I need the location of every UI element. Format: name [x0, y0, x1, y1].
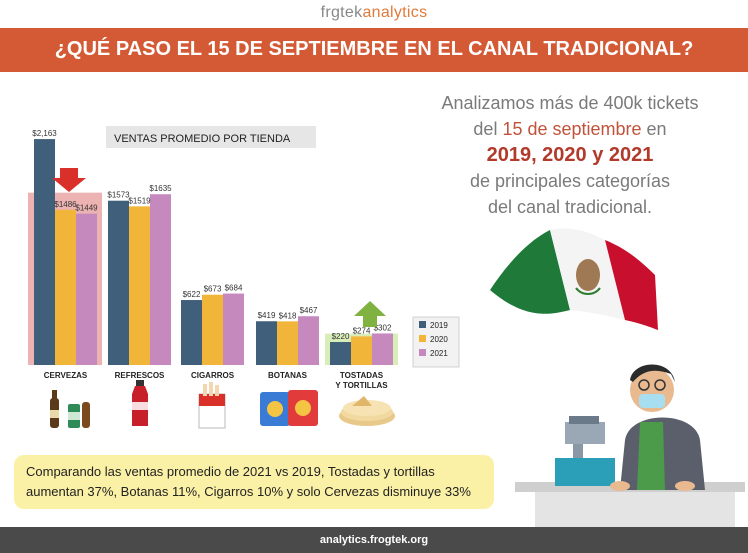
- bar-2021-1: [150, 194, 171, 365]
- title-banner: ¿QUÉ PASO EL 15 DE SEPTIEMBRE EN EL CANA…: [0, 28, 748, 72]
- data-label-2019-4: $220: [332, 332, 350, 341]
- data-label-2021-0: $1449: [75, 204, 98, 213]
- brand-part2: analytics: [362, 4, 428, 21]
- arrow-down-icon: [52, 168, 86, 192]
- data-label-2020-2: $673: [204, 285, 222, 294]
- store-clerk-illustration: [515, 364, 745, 528]
- data-label-2021-1: $1635: [149, 184, 172, 193]
- chips-bags-icon: [260, 390, 318, 426]
- intro-line5: del canal tradicional.: [487, 197, 653, 217]
- bar-2020-3: [277, 321, 298, 365]
- data-label-2020-1: $1519: [128, 196, 151, 205]
- bar-2021-2: [223, 293, 244, 365]
- bar-2020-0: [55, 209, 76, 365]
- category-label-4-a: TOSTADAS: [340, 371, 384, 380]
- category-label-4-b: Y TORTILLAS: [335, 381, 388, 390]
- cigarettes-icon: [198, 382, 226, 429]
- data-label-2019-2: $622: [183, 290, 201, 299]
- data-label-2021-4: $302: [374, 323, 392, 332]
- footer-bar: analytics.frogtek.org: [0, 527, 748, 553]
- intro-line2a: del: [473, 119, 503, 139]
- bar-2019-3: [256, 321, 277, 365]
- data-label-2019-3: $419: [258, 311, 276, 320]
- intro-years: 2019, 2020 y 2021: [486, 144, 654, 166]
- legend-label-2021: 2021: [430, 349, 448, 358]
- brand-logo: frgtekanalytics: [0, 4, 748, 22]
- data-label-2020-4: $274: [353, 326, 371, 335]
- tortillas-icon: [339, 396, 395, 426]
- legend-label-2020: 2020: [430, 335, 448, 344]
- legend-label-2019: 2019: [430, 321, 448, 330]
- data-label-2019-0: $2,163: [32, 129, 57, 138]
- data-label-2021-2: $684: [225, 284, 243, 293]
- top-bar: [0, 0, 748, 26]
- bar-chart: VENTAS PROMEDIO POR TIENDA $2,163 $1486$14…: [28, 126, 460, 390]
- legend-swatch-2019: [419, 321, 426, 328]
- soda-bottle-icon: [132, 380, 148, 426]
- bar-2020-2: [202, 294, 223, 365]
- bar-2020-4: [351, 336, 372, 365]
- intro-line4: de principales categorías: [469, 171, 671, 191]
- category-label-0: CERVEZAS: [44, 371, 88, 380]
- brand-part1: frgtek: [320, 4, 363, 21]
- mexico-flag-icon: [490, 228, 658, 330]
- bar-2021-4: [372, 333, 393, 365]
- chart-title: VENTAS PROMEDIO POR TIENDA: [114, 133, 291, 145]
- summary-text: Comparando las ventas promedio de 2021 v…: [26, 464, 471, 499]
- legend-swatch-2020: [419, 335, 426, 342]
- chart-title-box: [106, 126, 316, 148]
- data-label-2020-3: $418: [279, 311, 297, 320]
- beer-bottles-icon: [50, 390, 90, 428]
- bar-2020-1: [129, 206, 150, 365]
- intro-text: Analizamos más de 400k tickets del 15 de…: [400, 90, 740, 220]
- data-label-2021-3: $467: [300, 306, 318, 315]
- bar-2019-0: [34, 139, 55, 365]
- intro-line2: del 15 de septiembre en: [400, 116, 740, 142]
- category-label-2: CIGARROS: [191, 371, 235, 380]
- bar-2019-4: [330, 342, 351, 365]
- footer-url[interactable]: analytics.frogtek.org: [319, 534, 429, 546]
- data-label-2020-0: $1486: [54, 200, 77, 209]
- summary-box: Comparando las ventas promedio de 2021 v…: [14, 455, 494, 509]
- intro-line2c: en: [641, 119, 667, 139]
- bar-2019-1: [108, 200, 129, 365]
- arrow-up-icon: [354, 301, 386, 327]
- bar-2021-0: [76, 213, 97, 365]
- category-label-3: BOTANAS: [268, 371, 308, 380]
- category-label-1: REFRESCOS: [115, 371, 165, 380]
- bar-2019-2: [181, 300, 202, 365]
- bar-2021-3: [298, 316, 319, 365]
- intro-line1: Analizamos más de 400k tickets: [441, 93, 699, 113]
- legend-swatch-2021: [419, 349, 426, 356]
- data-label-2019-1: $1573: [107, 191, 130, 200]
- page-title: ¿QUÉ PASO EL 15 DE SEPTIEMBRE EN EL CANA…: [54, 38, 694, 60]
- intro-date: 15 de septiembre: [502, 119, 642, 139]
